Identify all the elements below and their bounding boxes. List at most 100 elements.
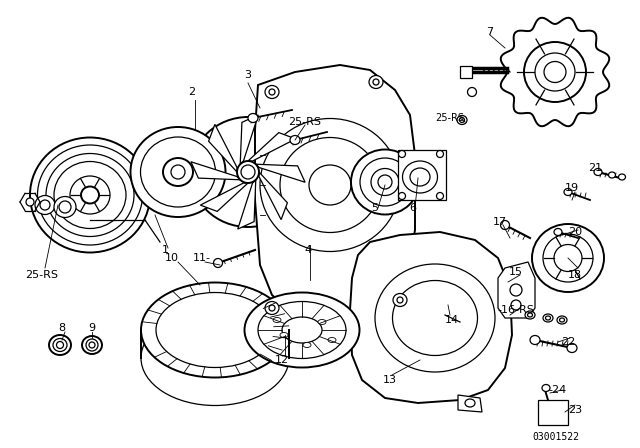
Text: 4: 4 xyxy=(305,245,312,255)
Ellipse shape xyxy=(265,86,279,99)
Ellipse shape xyxy=(373,79,379,85)
Bar xyxy=(460,66,472,78)
Ellipse shape xyxy=(564,189,572,195)
Ellipse shape xyxy=(410,168,430,186)
Ellipse shape xyxy=(371,168,399,195)
Text: 10: 10 xyxy=(165,253,179,263)
Text: 8: 8 xyxy=(58,323,65,333)
Ellipse shape xyxy=(594,168,602,176)
Text: 1: 1 xyxy=(161,245,168,255)
Ellipse shape xyxy=(290,135,300,145)
Ellipse shape xyxy=(360,158,410,206)
Text: 5: 5 xyxy=(371,203,378,213)
Ellipse shape xyxy=(375,264,495,372)
Ellipse shape xyxy=(237,161,259,183)
Ellipse shape xyxy=(30,138,150,253)
Text: 25-RS: 25-RS xyxy=(435,113,465,123)
Polygon shape xyxy=(191,162,240,180)
Ellipse shape xyxy=(89,342,95,348)
Ellipse shape xyxy=(378,175,392,189)
Ellipse shape xyxy=(328,337,336,343)
Ellipse shape xyxy=(273,318,281,323)
Ellipse shape xyxy=(535,53,575,91)
Ellipse shape xyxy=(543,314,553,322)
Ellipse shape xyxy=(510,284,522,296)
Ellipse shape xyxy=(56,341,63,349)
Ellipse shape xyxy=(171,165,185,179)
Ellipse shape xyxy=(457,116,467,125)
Ellipse shape xyxy=(141,310,289,405)
Polygon shape xyxy=(200,183,248,211)
Ellipse shape xyxy=(303,343,311,348)
Ellipse shape xyxy=(559,318,564,322)
Polygon shape xyxy=(498,262,535,318)
Ellipse shape xyxy=(500,220,509,229)
Ellipse shape xyxy=(436,151,444,158)
Ellipse shape xyxy=(542,384,550,392)
Ellipse shape xyxy=(567,344,577,353)
Text: -24: -24 xyxy=(549,385,567,395)
Ellipse shape xyxy=(265,302,279,314)
Ellipse shape xyxy=(260,119,400,251)
Ellipse shape xyxy=(141,137,216,207)
Ellipse shape xyxy=(214,258,223,267)
Text: 17: 17 xyxy=(493,217,507,227)
Ellipse shape xyxy=(460,117,465,122)
Text: 22: 22 xyxy=(561,337,575,347)
Ellipse shape xyxy=(156,293,274,367)
Text: 2: 2 xyxy=(188,87,196,97)
Text: 9: 9 xyxy=(88,323,95,333)
Bar xyxy=(398,150,446,200)
Ellipse shape xyxy=(49,335,71,355)
Ellipse shape xyxy=(554,245,582,271)
Text: 13: 13 xyxy=(383,375,397,385)
Ellipse shape xyxy=(465,399,475,407)
Text: 21: 21 xyxy=(588,163,602,173)
Ellipse shape xyxy=(191,117,305,227)
Polygon shape xyxy=(500,18,609,126)
Ellipse shape xyxy=(609,172,616,178)
Ellipse shape xyxy=(38,145,143,245)
Ellipse shape xyxy=(241,165,255,179)
Polygon shape xyxy=(255,65,415,322)
Ellipse shape xyxy=(258,302,346,358)
Polygon shape xyxy=(248,133,296,161)
Ellipse shape xyxy=(54,197,76,217)
Ellipse shape xyxy=(248,113,258,122)
Ellipse shape xyxy=(26,198,34,206)
Ellipse shape xyxy=(86,339,98,351)
Ellipse shape xyxy=(436,193,444,199)
Text: 20: 20 xyxy=(568,227,582,237)
Text: 7: 7 xyxy=(486,27,493,37)
Bar xyxy=(538,400,568,425)
Text: 25-RS: 25-RS xyxy=(289,117,321,127)
Ellipse shape xyxy=(393,293,407,306)
Text: 15: 15 xyxy=(509,267,523,277)
Ellipse shape xyxy=(280,138,380,233)
Ellipse shape xyxy=(59,201,71,213)
Ellipse shape xyxy=(399,151,406,158)
Ellipse shape xyxy=(351,150,419,215)
Polygon shape xyxy=(240,115,259,164)
Text: 11-: 11- xyxy=(193,253,211,263)
Polygon shape xyxy=(350,232,512,403)
Ellipse shape xyxy=(318,319,326,324)
Ellipse shape xyxy=(511,300,521,310)
Ellipse shape xyxy=(309,165,351,205)
Ellipse shape xyxy=(403,161,438,193)
Ellipse shape xyxy=(530,336,540,345)
Ellipse shape xyxy=(467,87,477,96)
Ellipse shape xyxy=(163,158,193,186)
Text: 03001522: 03001522 xyxy=(532,432,579,442)
Ellipse shape xyxy=(399,193,406,199)
Ellipse shape xyxy=(545,316,550,320)
Ellipse shape xyxy=(618,174,625,180)
Text: 19: 19 xyxy=(565,183,579,193)
Text: 18: 18 xyxy=(568,270,582,280)
Polygon shape xyxy=(256,164,305,182)
Ellipse shape xyxy=(244,293,360,367)
Ellipse shape xyxy=(82,336,102,354)
Text: 3: 3 xyxy=(244,70,252,80)
Text: 6: 6 xyxy=(410,203,417,213)
Text: -16-RS: -16-RS xyxy=(497,305,534,315)
